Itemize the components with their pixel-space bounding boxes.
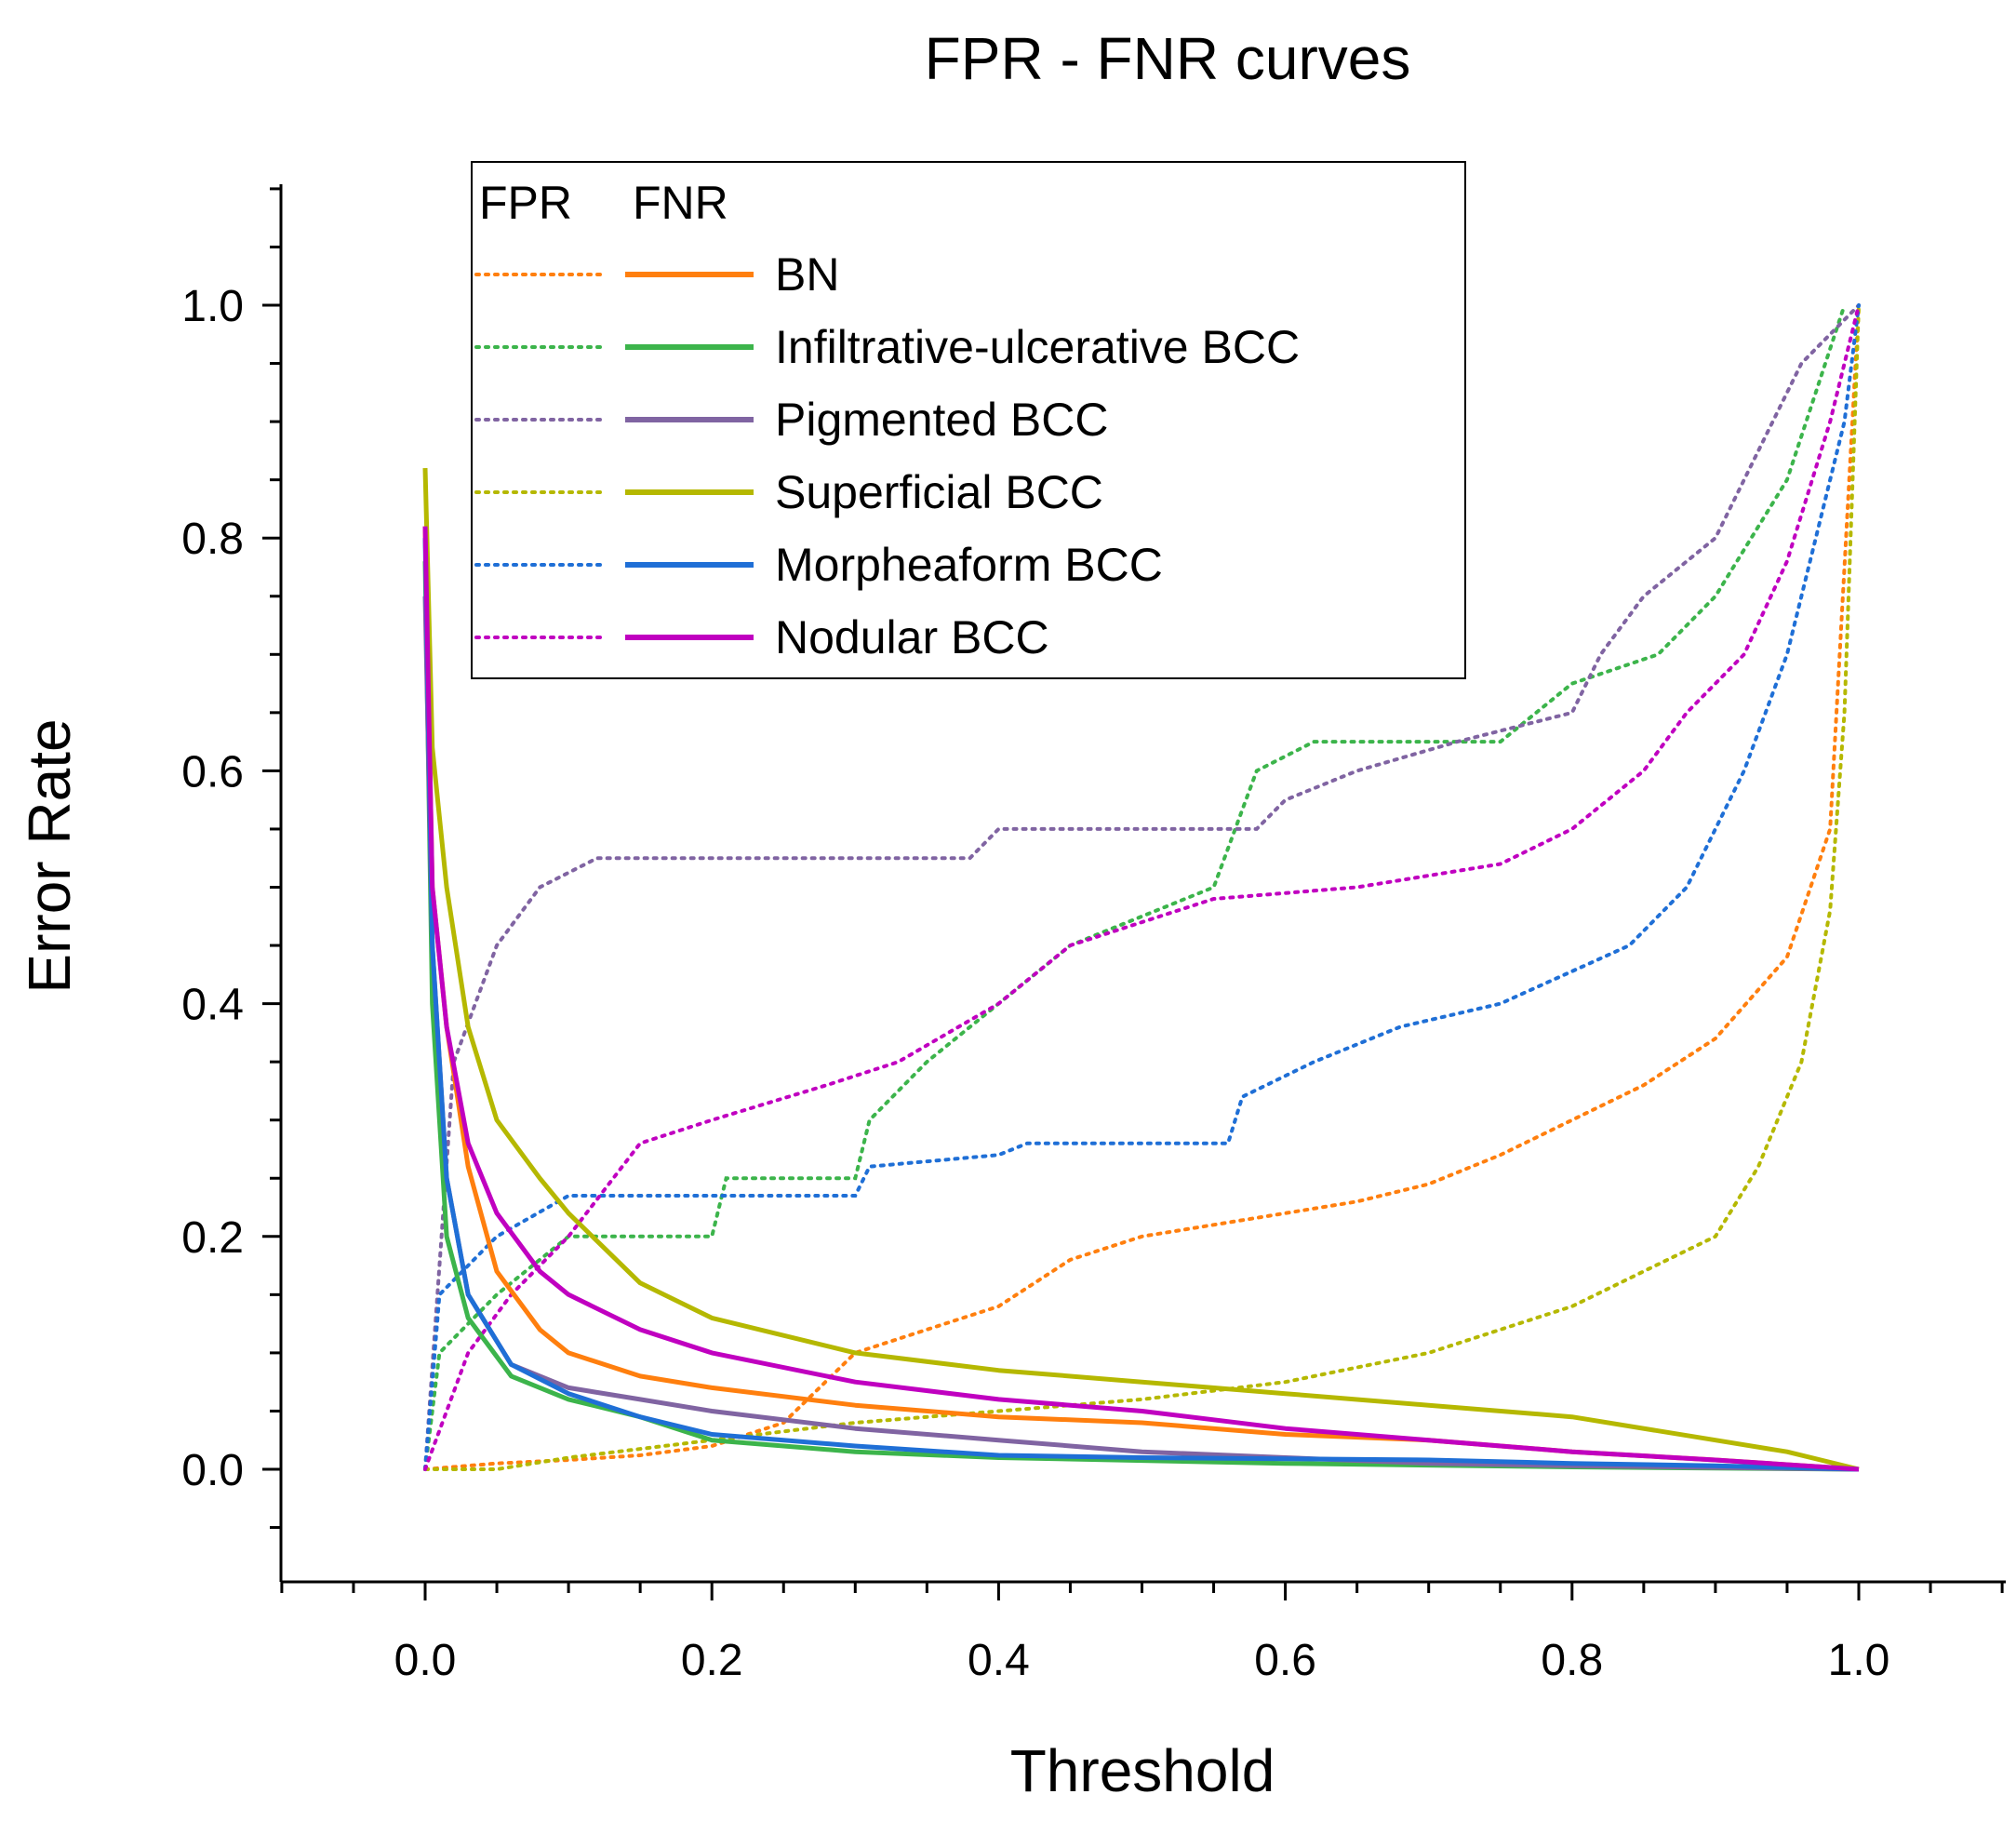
y-tick-label: 1.0: [181, 282, 244, 331]
fpr-line-series-4: [423, 303, 1861, 1471]
fpr-line-series-6: [423, 303, 1861, 1471]
legend-label: Superficial BCC: [775, 466, 1103, 518]
fnr-line-series-2: [422, 561, 1860, 1472]
legend-header-fnr: FNR: [633, 177, 728, 229]
y-tick-label: 0.0: [181, 1446, 244, 1495]
x-tick-label: 0.4: [968, 1636, 1030, 1685]
legend-label: BN: [775, 248, 839, 301]
chart-title: FPR - FNR curves: [925, 25, 1411, 92]
y-tick-label: 0.8: [181, 515, 244, 564]
legend-label: Infiltrative-ulcerative BCC: [775, 321, 1300, 373]
fnr-line-series-6: [422, 526, 1860, 1472]
legend-label: Nodular BCC: [775, 611, 1049, 663]
x-tick-label: 1.0: [1828, 1636, 1890, 1685]
legend-label: Morpheaform BCC: [775, 539, 1163, 591]
fpr-line-series-3: [423, 303, 1861, 1471]
fpr-line-series-5: [423, 303, 1861, 1471]
plot-lines: [422, 303, 1861, 1472]
x-tick-label: 0.8: [1541, 1636, 1603, 1685]
fnr-line-series-5: [422, 538, 1860, 1472]
legend-header-fpr: FPR: [479, 177, 572, 229]
fnr-line-series-3: [422, 596, 1860, 1472]
x-tick-label: 0.0: [394, 1636, 457, 1685]
y-tick-label: 0.6: [181, 747, 244, 797]
fnr-line-series-4: [422, 468, 1860, 1472]
legend-label: Pigmented BCC: [775, 394, 1109, 446]
legend: FPR FNR BN Infiltrative-ulcerative BCC Pig…: [471, 161, 1466, 679]
x-tick-label: 0.6: [1254, 1636, 1316, 1685]
fpr-line-series-1: [423, 303, 1861, 1471]
ticks: 0.0 0.2 0.4 0.6 0.8 1.0 0.0 0.2 0.4 0.6 0.8 1.0: [181, 187, 2004, 1685]
y-axis-label: Error Rate: [16, 718, 83, 993]
x-axis-label: Threshold: [1010, 1737, 1275, 1804]
legend-entries: BN Infiltrative-ulcerative BCC Pigmented B…: [474, 248, 1300, 663]
x-tick-label: 0.2: [681, 1636, 743, 1685]
y-tick-label: 0.2: [181, 1213, 244, 1263]
y-tick-label: 0.4: [181, 981, 244, 1030]
